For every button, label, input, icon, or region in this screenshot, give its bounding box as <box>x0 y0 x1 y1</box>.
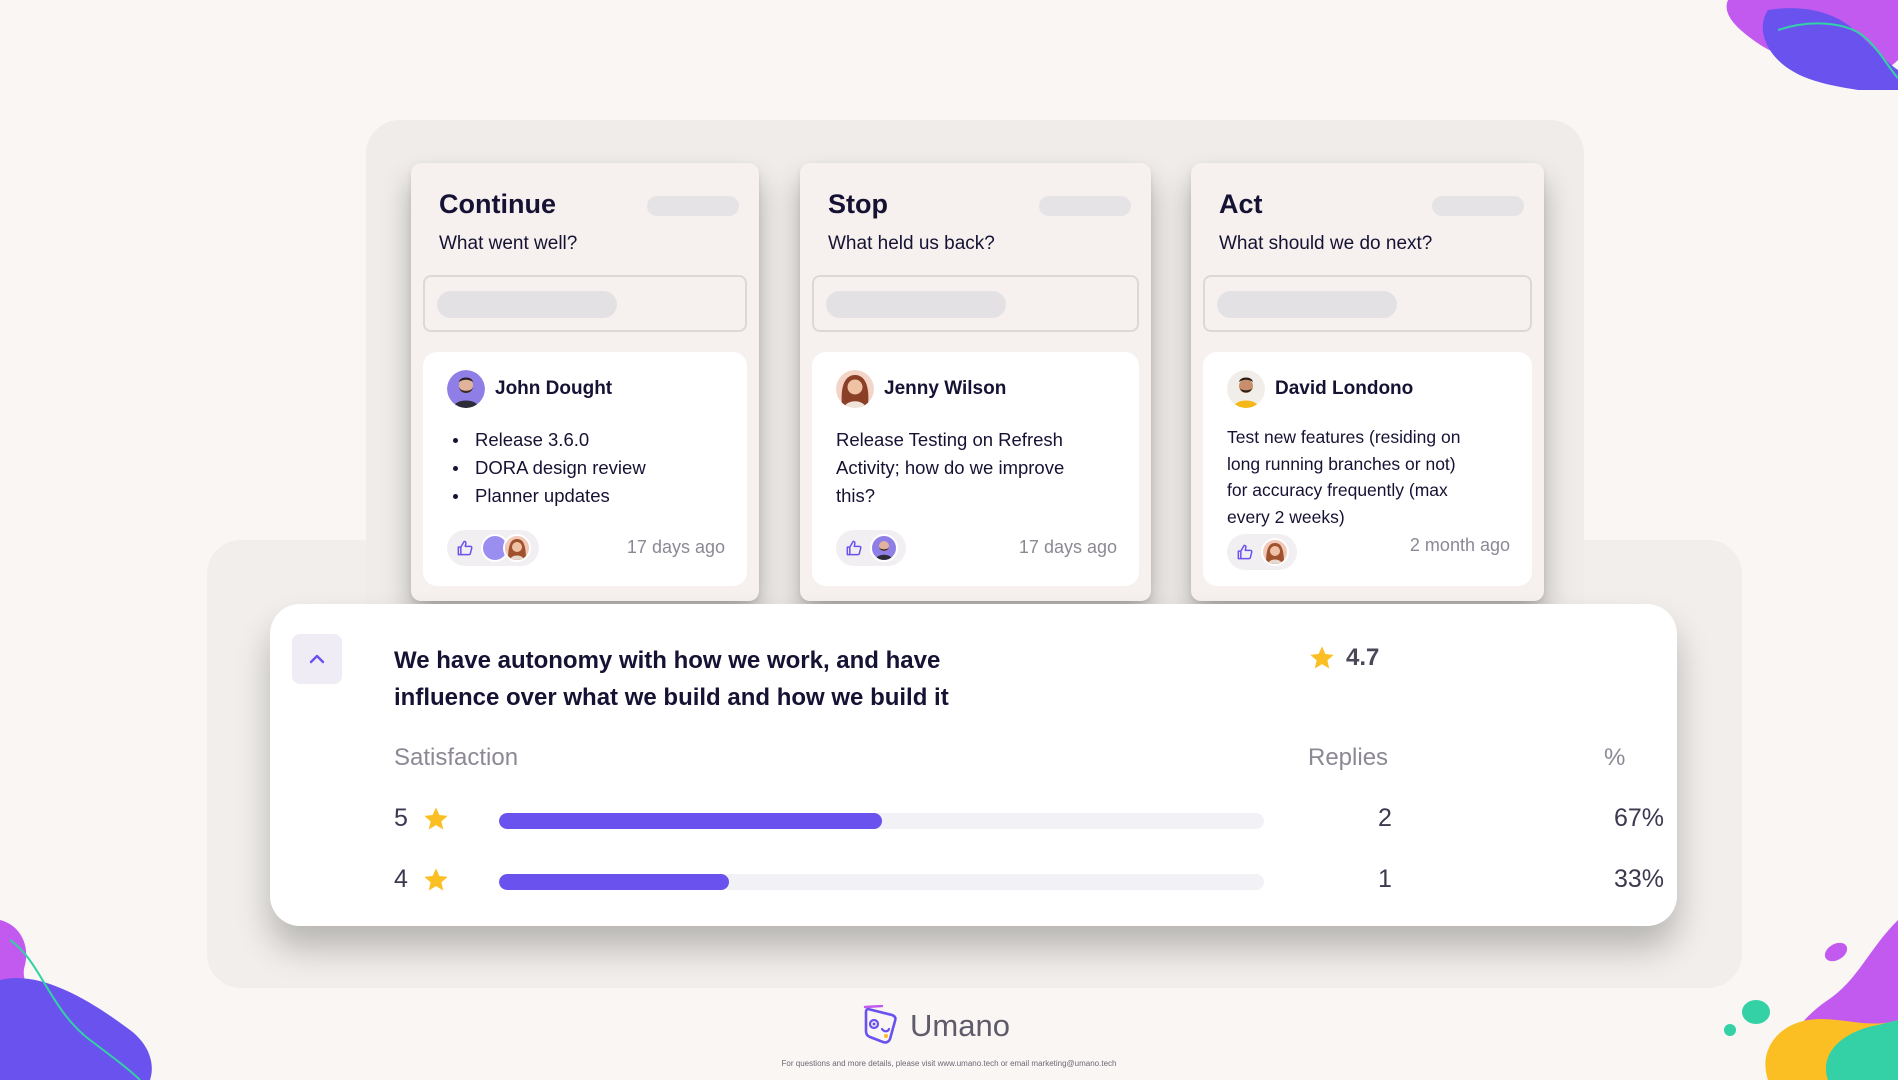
man-yellow-shirt-avatar-icon <box>1227 370 1265 408</box>
author-name: John Dought <box>495 378 613 399</box>
placeholder-pill <box>1432 196 1524 216</box>
note-text: Release Testing on Refresh Activity; how… <box>836 429 1065 506</box>
collapse-button[interactable] <box>292 634 342 684</box>
average-rating: 4.7 <box>1308 644 1379 672</box>
add-note-input[interactable] <box>1203 275 1532 332</box>
brand-name: Umano <box>910 1008 1010 1043</box>
decorative-blob-bottom-left <box>0 920 152 1080</box>
column-subtitle: What should we do next? <box>1219 233 1433 254</box>
placeholder-pill <box>1039 196 1131 216</box>
note-list: Release 3.6.0 DORA design review Planner… <box>447 426 646 510</box>
satisfaction-bar-fill <box>499 813 882 829</box>
note-timestamp: 2 month ago <box>1409 535 1510 555</box>
author-name: Jenny Wilson <box>884 378 1007 399</box>
percent-value: 67% <box>1613 804 1664 832</box>
note-author: John Dought <box>447 370 612 408</box>
list-item: Release 3.6.0 <box>447 426 646 454</box>
question-title: We have autonomy with how we work, and h… <box>394 647 949 711</box>
score-cell: 5 <box>394 804 450 833</box>
score-value: 4 <box>394 865 408 893</box>
reactions[interactable] <box>447 530 539 566</box>
column-header-replies: Replies <box>1308 744 1389 771</box>
replies-count: 2 <box>1378 804 1392 832</box>
author-name: David Londono <box>1275 378 1414 399</box>
chevron-up-icon <box>309 654 325 664</box>
replies-count: 1 <box>1378 865 1392 893</box>
note-author: Jenny Wilson <box>836 370 1006 408</box>
reactions[interactable] <box>836 530 906 566</box>
survey-question-panel: We have autonomy with how we work, and h… <box>270 604 1677 926</box>
rating-value: 4.7 <box>1346 644 1380 671</box>
list-item: DORA design review <box>447 454 646 482</box>
retro-column-continue: Continue What went well? John Dought Rel… <box>411 163 759 601</box>
score-cell: 4 <box>394 865 450 894</box>
star-icon <box>424 867 448 890</box>
note-author: David Londono <box>1227 370 1413 408</box>
retro-column-act: Act What should we do next? David London… <box>1191 163 1544 601</box>
retro-column-stop: Stop What held us back? Jenny Wilson Rel… <box>800 163 1151 601</box>
column-title: Act <box>1219 189 1263 219</box>
input-placeholder-bar <box>826 291 1006 318</box>
column-header-percent: % <box>1604 744 1626 771</box>
thumbs-up-icon[interactable] <box>844 538 864 558</box>
column-subtitle: What held us back? <box>828 233 995 254</box>
add-note-input[interactable] <box>812 275 1139 332</box>
note-timestamp: 17 days ago <box>626 537 725 557</box>
reactions[interactable] <box>1227 534 1297 570</box>
table-row: 4 1 33% <box>394 861 1664 901</box>
add-note-input[interactable] <box>423 275 747 332</box>
percent-value: 33% <box>1613 865 1664 893</box>
list-item: Planner updates <box>447 482 646 510</box>
input-placeholder-bar <box>1217 291 1397 318</box>
star-icon <box>1310 646 1334 669</box>
table-row: 5 2 67% <box>394 800 1664 840</box>
star-icon <box>424 806 448 829</box>
woman-avatar-icon <box>836 370 874 408</box>
man-beard-avatar-icon <box>870 534 898 562</box>
note-timestamp: 17 days ago <box>1018 537 1117 557</box>
thumbs-up-icon[interactable] <box>455 538 475 558</box>
column-title: Stop <box>828 189 888 219</box>
column-subtitle: What went well? <box>439 233 578 254</box>
satisfaction-bar-fill <box>499 874 729 890</box>
note-card[interactable]: Jenny Wilson Release Testing on Refresh … <box>812 352 1139 586</box>
note-card[interactable]: John Dought Release 3.6.0 DORA design re… <box>423 352 747 586</box>
placeholder-pill <box>647 196 739 216</box>
decorative-blob-bottom-right <box>1724 920 1898 1080</box>
column-header-satisfaction: Satisfaction <box>394 744 519 771</box>
column-title: Continue <box>439 189 556 219</box>
decorative-blob-top-right <box>1726 0 1898 90</box>
satisfaction-bar <box>499 874 1264 890</box>
woman-avatar-icon <box>1261 538 1289 566</box>
umano-logo-icon <box>863 1005 897 1044</box>
note-text: Test new features (residing on long runn… <box>1227 427 1461 527</box>
satisfaction-bar <box>499 813 1264 829</box>
woman-avatar-icon <box>503 534 531 562</box>
input-placeholder-bar <box>437 291 617 318</box>
footer-note: For questions and more details, please v… <box>781 1059 1117 1068</box>
score-value: 5 <box>394 804 408 832</box>
brand-logo: Umano <box>862 1005 1010 1047</box>
thumbs-up-icon[interactable] <box>1235 542 1255 562</box>
man-beard-avatar-icon <box>447 370 485 408</box>
note-card[interactable]: David Londono Test new features (residin… <box>1203 352 1532 586</box>
